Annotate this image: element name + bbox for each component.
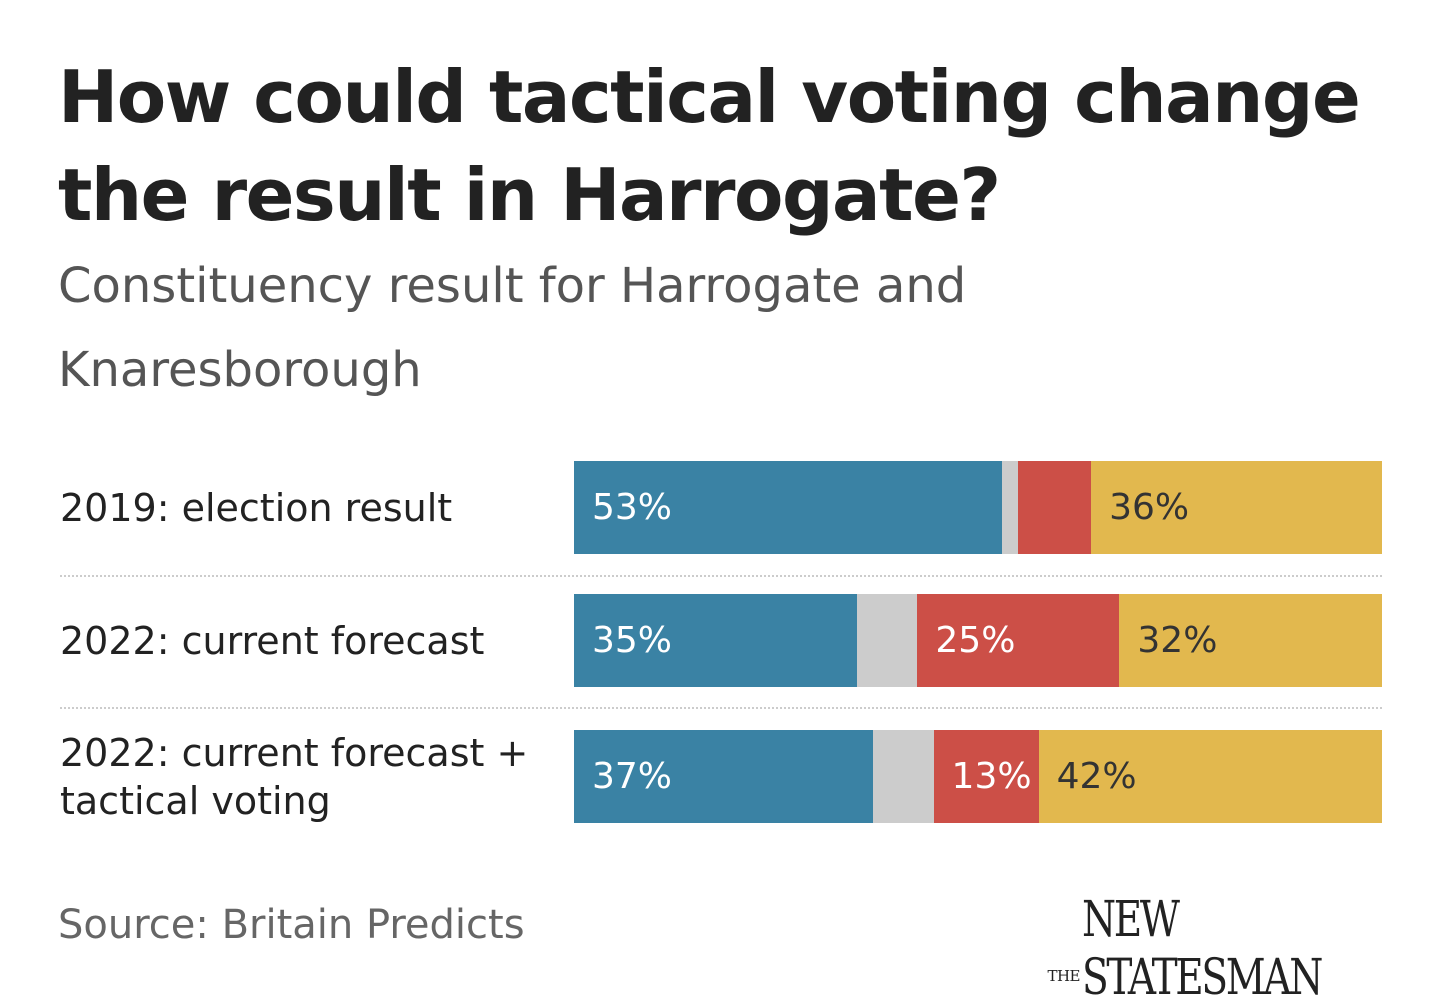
row-divider	[60, 575, 1382, 577]
data-label: 32%	[1137, 620, 1218, 661]
category-label: 2022: current forecast + tactical voting	[60, 730, 529, 823]
bar-segment	[917, 594, 1120, 687]
bar-segment	[933, 730, 1039, 823]
bar-segment	[574, 730, 873, 823]
data-label: 36%	[1109, 487, 1190, 528]
row-divider	[60, 707, 1382, 709]
bar-segment	[1018, 461, 1092, 554]
stacked-bar: 35% 25% 32%	[574, 594, 1382, 687]
bar-segment	[574, 461, 1003, 554]
data-label: 35%	[592, 620, 673, 661]
stacked-bar: 53% 36%	[574, 461, 1382, 554]
data-label: 37%	[592, 756, 673, 797]
bar-segment	[872, 730, 934, 823]
bar-segment	[856, 594, 918, 687]
bar-segment	[1091, 461, 1382, 554]
new-statesman-logo: THE NEW STATESMAN	[1047, 890, 1323, 1006]
bar-segment	[1002, 461, 1019, 554]
data-label: 53%	[592, 487, 673, 528]
data-label: 25%	[935, 620, 1016, 661]
chart-subtitle: Constituency result for Harrogate and Kn…	[58, 258, 967, 398]
data-label: 13%	[951, 756, 1032, 797]
data-label: 42%	[1056, 756, 1137, 797]
category-label: 2022: current forecast	[60, 618, 485, 663]
chart-title: How could tactical voting change the res…	[58, 55, 1361, 237]
bar-segment	[1119, 594, 1382, 687]
category-label: 2019: election result	[60, 485, 453, 530]
stacked-bar: 37% 13% 42%	[574, 730, 1382, 823]
source-note: Source: Britain Predicts	[58, 902, 525, 948]
bar-segment	[574, 594, 857, 687]
bar-segment	[1038, 730, 1382, 823]
